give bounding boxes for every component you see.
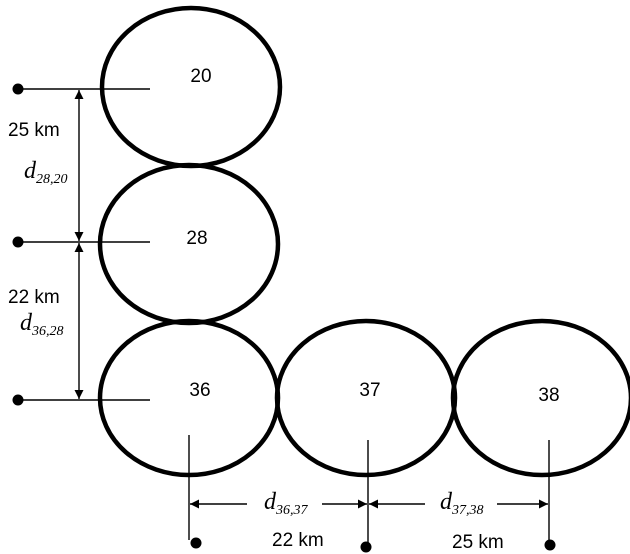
ref-point-36-bottom	[190, 537, 202, 549]
cell-20-label: 20	[190, 66, 211, 87]
distance-37-38-label: d37,38	[440, 489, 484, 518]
distance-37-38-value: 25 km	[452, 532, 504, 553]
distance-36-37-label: d36,37	[264, 489, 309, 518]
bottom-reference-lines	[188, 435, 556, 553]
ref-point-37-bottom	[360, 541, 372, 553]
cell-28-label: 28	[186, 228, 207, 249]
cell-38-label: 38	[538, 385, 559, 406]
cell-28: 28	[97, 162, 281, 326]
distance-36-28-label: d36,28	[20, 310, 64, 339]
cell-37: 37	[274, 318, 458, 478]
cell-20: 20	[99, 5, 283, 169]
ref-point-36	[12, 394, 24, 406]
ref-point-38-bottom	[544, 539, 556, 551]
ref-point-20	[12, 83, 24, 95]
distance-28-20-label: d28,20	[24, 158, 68, 187]
cell-36-label: 36	[189, 380, 210, 401]
cell-38: 38	[450, 318, 630, 478]
distance-36-37-value: 22 km	[272, 530, 324, 551]
distance-36-28-value: 22 km	[8, 287, 60, 308]
distance-28-20-value: 25 km	[8, 120, 60, 141]
cell-37-label: 37	[359, 380, 380, 401]
ref-point-28	[12, 236, 24, 248]
left-reference-lines	[12, 83, 150, 406]
